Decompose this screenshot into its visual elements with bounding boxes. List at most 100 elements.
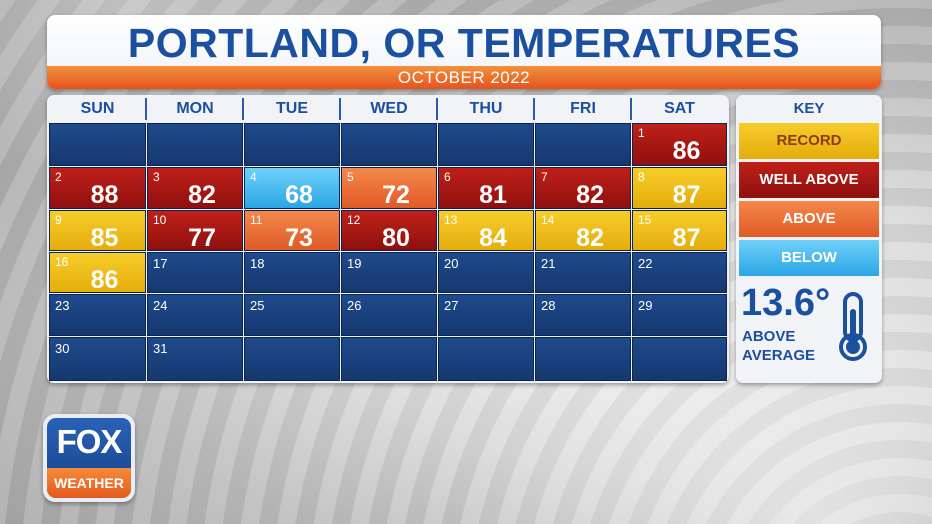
high-temperature: 81 (479, 181, 507, 209)
day-header-wed: WED (370, 100, 408, 117)
column-separator (339, 98, 341, 120)
high-temperature: 85 (90, 224, 119, 252)
day-number: 29 (638, 298, 653, 313)
day-number: 21 (541, 256, 556, 271)
day-number: 4 (250, 170, 257, 184)
calendar-day-6: 6 81 (438, 167, 534, 209)
calendar-day-22: 22 (632, 252, 727, 293)
calendar-day-21: 21 (535, 252, 631, 293)
day-number: 3 (153, 170, 160, 184)
calendar-day-13: 13 84 (438, 210, 534, 252)
calendar-day-4: 4 68 (244, 167, 340, 209)
calendar-day-2: 2 88 (49, 167, 146, 209)
calendar-empty-cell (341, 337, 437, 381)
day-header-sun: SUN (80, 100, 115, 117)
high-temperature: 86 (90, 266, 119, 294)
calendar-day-5: 5 72 (341, 167, 437, 209)
calendar-day-12: 12 80 (341, 210, 437, 252)
day-number: 17 (153, 256, 168, 271)
logo-inner: FOX WEATHER (47, 418, 131, 498)
calendar-day-29: 29 (632, 294, 727, 336)
column-separator (145, 98, 147, 120)
thermometer-icon (839, 292, 867, 361)
high-temperature: 68 (285, 181, 313, 209)
day-header-sat: SAT (664, 100, 695, 117)
title-banner: PORTLAND, OR TEMPERATURES OCTOBER 2022 (47, 15, 881, 89)
calendar-empty-cell (244, 123, 340, 166)
calendar-day-8: 8 87 (632, 167, 727, 209)
calendar-empty-cell (535, 337, 631, 381)
day-header-mon: MON (176, 100, 214, 117)
day-number: 28 (541, 298, 556, 313)
month-subtitle: OCTOBER 2022 (47, 66, 881, 89)
high-temperature: 82 (576, 181, 604, 209)
day-number: 6 (444, 170, 451, 184)
calendar-day-1: 1 86 (632, 123, 727, 166)
calendar-day-7: 7 82 (535, 167, 631, 209)
calendar-day-16: 16 86 (49, 252, 146, 294)
calendar-day-25: 25 (244, 294, 340, 336)
calendar-day-26: 26 (341, 294, 437, 336)
day-number: 10 (153, 213, 167, 227)
calendar-day-27: 27 (438, 294, 534, 336)
calendar-day-10: 10 77 (147, 210, 243, 252)
day-number: 1 (638, 126, 645, 140)
anomaly-value: 13.6° (741, 282, 831, 324)
day-number: 23 (55, 298, 70, 313)
legend-key: KEY RECORD WELL ABOVE ABOVE BELOW 13.6° … (736, 95, 882, 383)
calendar-day-18: 18 (244, 252, 340, 293)
fox-weather-logo: FOX WEATHER (43, 414, 135, 502)
day-number: 8 (638, 170, 645, 184)
calendar-empty-cell (535, 123, 631, 166)
day-number: 19 (347, 256, 362, 271)
day-header-fri: FRI (570, 100, 596, 117)
calendar-day-30: 30 (49, 337, 146, 381)
calendar-day-31: 31 (147, 337, 243, 381)
day-number: 20 (444, 256, 459, 271)
day-number: 18 (250, 256, 265, 271)
day-number: 25 (250, 298, 265, 313)
high-temperature: 82 (576, 224, 604, 252)
day-number: 26 (347, 298, 362, 313)
calendar-day-15: 15 87 (632, 210, 727, 252)
high-temperature: 73 (285, 224, 313, 252)
high-temperature: 86 (672, 137, 701, 165)
calendar-empty-cell (438, 123, 534, 166)
high-temperature: 88 (90, 181, 119, 209)
calendar-day-24: 24 (147, 294, 243, 336)
high-temperature: 80 (382, 224, 410, 252)
high-temperature: 77 (188, 224, 216, 252)
calendar-empty-cell (632, 337, 727, 381)
column-separator (533, 98, 535, 120)
high-temperature: 82 (188, 181, 216, 209)
day-number: 24 (153, 298, 168, 313)
key-item-below: BELOW (739, 240, 879, 276)
calendar-day-20: 20 (438, 252, 534, 293)
calendar-day-17: 17 (147, 252, 243, 293)
calendar-day-11: 11 73 (244, 210, 340, 252)
high-temperature: 87 (672, 181, 701, 209)
day-number: 2 (55, 170, 62, 184)
calendar-empty-cell (147, 123, 243, 166)
logo-weather-text: WEATHER (47, 468, 131, 498)
high-temperature: 72 (382, 181, 410, 209)
key-title: KEY (793, 100, 825, 117)
day-number: 11 (250, 213, 263, 227)
day-number: 12 (347, 213, 361, 227)
calendar-day-9: 9 85 (49, 210, 146, 252)
calendar-day-28: 28 (535, 294, 631, 336)
high-temperature: 87 (672, 224, 701, 252)
calendar-empty-cell (438, 337, 534, 381)
key-item-record: RECORD (739, 123, 879, 159)
temperature-calendar: SUN MON TUE WED THU FRI SAT 1 86 2 88 3 82 4 68 5 72 6 81 7… (47, 95, 729, 383)
key-item-well-above: WELL ABOVE (739, 162, 879, 198)
calendar-day-23: 23 (49, 294, 146, 336)
day-number: 27 (444, 298, 459, 313)
calendar-empty-cell (341, 123, 437, 166)
column-separator (242, 98, 244, 120)
calendar-day-14: 14 82 (535, 210, 631, 252)
day-header-tue: TUE (276, 100, 308, 117)
anomaly-label: ABOVE AVERAGE (742, 328, 816, 364)
calendar-empty-cell (49, 123, 146, 166)
key-item-above: ABOVE (739, 201, 879, 237)
